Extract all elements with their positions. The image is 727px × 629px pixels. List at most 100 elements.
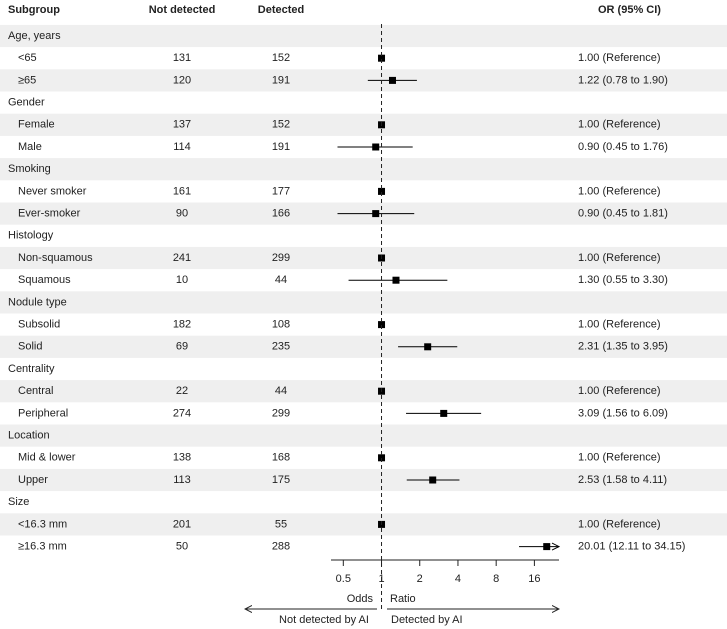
group-label: Centrality xyxy=(8,363,55,375)
group-label: Smoking xyxy=(8,163,51,175)
subgroup-label: Central xyxy=(18,385,53,397)
row-band xyxy=(0,513,727,536)
subgroup-label: ≥16.3 mm xyxy=(18,541,67,553)
or-label: 1.00 (Reference) xyxy=(578,452,661,464)
subgroup-label: Never smoker xyxy=(18,185,87,197)
row-band xyxy=(0,468,727,492)
x-tick-label: 16 xyxy=(528,573,540,585)
or-label: 2.53 (1.58 to 4.11) xyxy=(578,474,667,486)
count-not-detected: 182 xyxy=(173,319,191,331)
or-label: 1.00 (Reference) xyxy=(578,185,661,197)
header-subgroup: Subgroup xyxy=(8,4,60,16)
subgroup-label: Peripheral xyxy=(18,407,68,419)
row-band xyxy=(0,291,727,314)
count-detected: 55 xyxy=(275,518,287,530)
x-tick-label: 2 xyxy=(417,573,423,585)
or-label: 1.00 (Reference) xyxy=(578,319,661,331)
row-band xyxy=(0,335,727,358)
or-label: 1.00 (Reference) xyxy=(578,52,661,64)
count-detected: 152 xyxy=(272,52,290,64)
count-not-detected: 114 xyxy=(173,141,191,153)
count-detected: 44 xyxy=(275,385,287,397)
count-detected: 166 xyxy=(272,208,290,220)
count-not-detected: 161 xyxy=(173,185,191,197)
or-label: 20.01 (12.11 to 34.15) xyxy=(578,541,685,553)
count-detected: 168 xyxy=(272,452,290,464)
x-tick-label: 8 xyxy=(493,573,499,585)
group-label: Nodule type xyxy=(8,296,67,308)
count-not-detected: 69 xyxy=(176,341,188,353)
x-axis-label: Odds xyxy=(347,593,374,605)
count-not-detected: 10 xyxy=(176,274,188,286)
count-not-detected: 22 xyxy=(176,385,188,397)
count-detected: 288 xyxy=(272,541,290,553)
count-not-detected: 274 xyxy=(173,407,191,419)
subgroup-label: Solid xyxy=(18,341,42,353)
count-detected: 191 xyxy=(272,74,290,86)
header-or: OR (95% CI) xyxy=(598,4,661,16)
or-marker xyxy=(392,276,400,284)
or-label: 3.09 (1.56 to 6.09) xyxy=(578,407,668,419)
or-label: 0.90 (0.45 to 1.81) xyxy=(578,208,668,220)
row-band xyxy=(0,380,727,403)
or-label: 1.00 (Reference) xyxy=(578,518,661,530)
subgroup-label: Non-squamous xyxy=(18,252,93,264)
subgroup-label: Subsolid xyxy=(18,319,60,331)
subgroup-label: Male xyxy=(18,141,42,153)
count-not-detected: 137 xyxy=(173,119,191,131)
count-not-detected: 113 xyxy=(173,474,191,486)
or-marker xyxy=(378,321,386,329)
group-label: Location xyxy=(8,430,50,442)
subgroup-label: Mid & lower xyxy=(18,452,76,464)
row-band xyxy=(0,246,727,270)
count-detected: 177 xyxy=(272,185,290,197)
count-detected: 235 xyxy=(272,341,290,353)
count-detected: 108 xyxy=(272,319,290,331)
or-marker xyxy=(378,187,386,195)
group-label: Size xyxy=(8,496,29,508)
count-not-detected: 120 xyxy=(173,74,191,86)
or-marker xyxy=(372,210,380,218)
group-label: Histology xyxy=(8,230,54,242)
row-band xyxy=(0,24,727,48)
x-tick-label: 1 xyxy=(378,573,384,585)
or-marker xyxy=(388,76,396,84)
or-marker xyxy=(543,543,551,551)
or-label: 2.31 (1.35 to 3.95) xyxy=(578,341,668,353)
count-detected: 191 xyxy=(272,141,290,153)
row-band xyxy=(0,69,727,92)
count-not-detected: 50 xyxy=(176,541,188,553)
subgroup-label: Ever-smoker xyxy=(18,208,81,220)
or-label: 0.90 (0.45 to 1.76) xyxy=(578,141,668,153)
or-label: 1.22 (0.78 to 1.90) xyxy=(578,74,668,86)
count-not-detected: 131 xyxy=(173,52,191,64)
count-detected: 152 xyxy=(272,119,290,131)
count-detected: 299 xyxy=(272,252,290,264)
row-bands xyxy=(0,24,727,536)
or-marker xyxy=(378,454,386,462)
x-axis-label: Ratio xyxy=(390,593,416,605)
or-label: 1.00 (Reference) xyxy=(578,252,661,264)
x-tick-label: 4 xyxy=(455,573,461,585)
subgroup-label: Upper xyxy=(18,474,48,486)
subgroup-label: ≥65 xyxy=(18,74,36,86)
subgroup-label: Female xyxy=(18,119,55,131)
count-detected: 299 xyxy=(272,407,290,419)
direction-label: Detected by AI xyxy=(391,614,463,626)
subgroup-label: Squamous xyxy=(18,274,71,286)
or-marker xyxy=(424,343,432,351)
or-marker xyxy=(372,143,380,151)
count-detected: 175 xyxy=(272,474,290,486)
subgroup-label: <65 xyxy=(18,52,37,64)
header-detected: Detected xyxy=(258,4,304,16)
count-not-detected: 90 xyxy=(176,208,188,220)
row-band xyxy=(0,113,727,136)
direction-label: Not detected by AI xyxy=(279,614,369,626)
header-not-detected: Not detected xyxy=(149,4,216,16)
or-marker xyxy=(378,54,386,62)
count-not-detected: 201 xyxy=(173,518,191,530)
or-label: 1.00 (Reference) xyxy=(578,385,661,397)
subgroup-label: <16.3 mm xyxy=(18,518,67,530)
row-band xyxy=(0,158,727,181)
